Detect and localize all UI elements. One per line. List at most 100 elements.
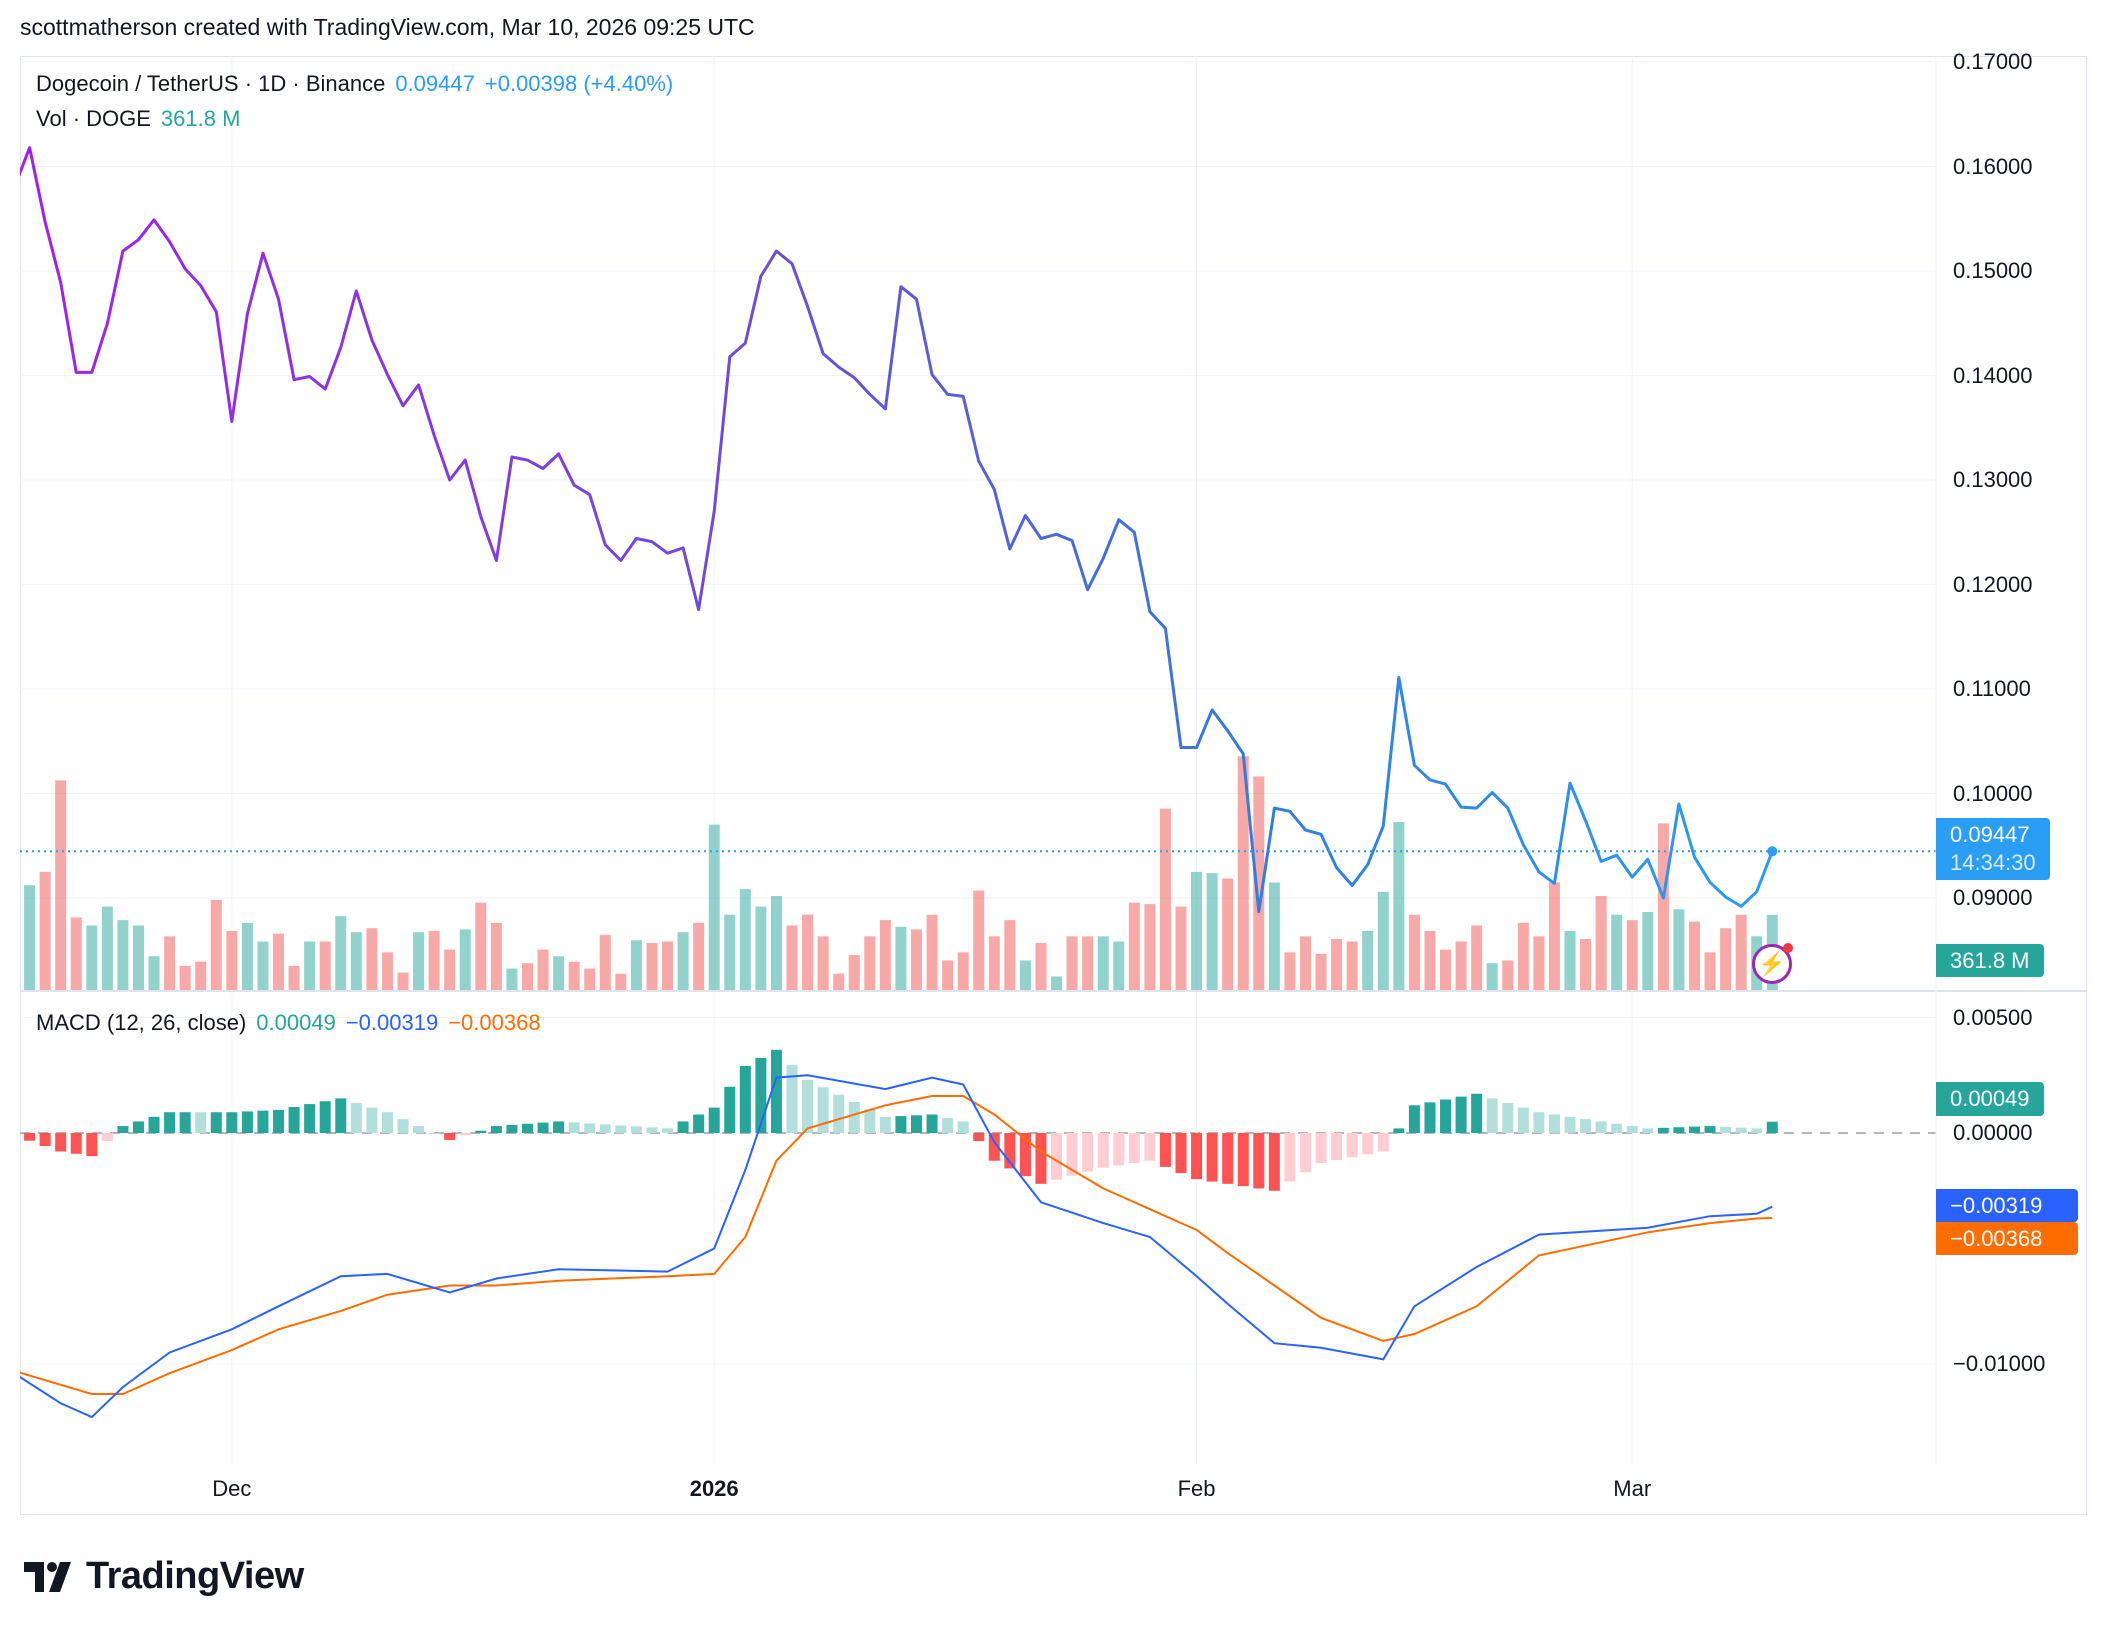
macd-histogram-bar [475,1130,487,1133]
chart-frame [20,56,2087,1515]
macd-histogram-bar [1113,1133,1125,1166]
macd-histogram-bar [910,1115,922,1133]
volume-bar [739,889,751,990]
volume-bar [1082,936,1094,990]
macd-histogram-bar [1346,1133,1358,1158]
price-tick-label: 0.15000 [1953,258,2033,283]
macd-histogram-bar [1642,1128,1654,1133]
macd-histogram-bar [1626,1126,1638,1133]
macd-histogram-bar [1611,1123,1623,1133]
macd-histogram-bar [1159,1133,1171,1167]
volume-bar [770,895,782,990]
macd-histogram-bar [1377,1133,1389,1152]
tradingview-logo[interactable]: TradingView [24,1555,304,1598]
macd-line-value: −0.00319 [345,1010,439,1035]
volume-bar [1159,808,1171,990]
volume-bar [895,926,907,990]
macd-histogram-bar [1720,1126,1732,1133]
current-price: 0.09447 [1950,822,2030,847]
grid-lines [20,56,1936,1465]
macd-histogram-bar [802,1079,814,1133]
macd-tick-label: 0.00000 [1953,1120,2033,1145]
volume-bar [210,899,222,990]
volume-bar [1688,921,1700,990]
macd-histogram-bar [366,1107,378,1133]
volume-bar [1113,941,1125,990]
volume-bar [802,914,814,990]
macd-histogram-bar [1284,1133,1296,1182]
macd-histogram-bar [864,1109,876,1133]
symbol-title[interactable]: Dogecoin / TetherUS · 1D · Binance [36,71,386,96]
signal-badge: −0.00368 [1936,1222,2078,1255]
volume-bar [662,941,674,990]
volume-bar [257,941,269,990]
macd-line [20,1074,1773,1419]
macd-histogram-bar [833,1094,845,1133]
macd-histogram-bar [164,1112,176,1133]
volume-bar [1268,882,1280,990]
macd-histogram-bar [1051,1133,1063,1180]
volume-bar [1128,902,1140,990]
macd-histogram-bar [770,1049,782,1133]
volume-bar [459,929,471,990]
macd-title[interactable]: MACD (12, 26, close) [36,1010,247,1035]
volume-bar [1720,928,1732,990]
macd-histogram-bar [413,1126,425,1133]
time-tick-label: Mar [1613,1476,1652,1501]
macd-histogram-bar [1175,1133,1187,1174]
macd-histogram-bar [506,1124,518,1133]
volume-bar [553,956,565,990]
macd-histogram-bar [1533,1112,1545,1133]
macd-tick-label: −0.01000 [1953,1351,2046,1376]
volume-bar [942,960,954,990]
macd-signal-value: −0.00368 [448,1010,541,1035]
macd-histogram-bar [195,1112,207,1133]
volume-bar [413,932,425,990]
macd-histogram-bar [1424,1102,1436,1133]
last-price: 0.09447 [395,71,475,96]
macd-histogram-bar [1035,1133,1047,1184]
macd-histogram-bar [9,1133,20,1135]
volume-bar [1642,912,1654,990]
macd-histogram-bar [1486,1098,1498,1133]
macd-histogram-bar [226,1112,238,1133]
macd-histogram-bar [350,1102,362,1133]
price-tick-label: 0.16000 [1953,153,2033,179]
macd-histogram-bar [1595,1121,1607,1133]
macd-histogram-bar [1362,1133,1374,1155]
macd-histogram-bar [210,1112,222,1133]
volume-bar [910,929,922,990]
macd-histogram-bar [1019,1133,1031,1177]
volume-bar [304,941,316,990]
volume-bars [24,756,1778,990]
macd-badge: −0.00319 [1936,1189,2078,1222]
volume-bar [1315,953,1327,990]
macd-histogram-bar [1331,1133,1343,1161]
volume-bar [1237,756,1249,990]
macd-histogram-bar [553,1121,565,1133]
volume-bar [132,925,144,990]
macd-tick-label: 0.00500 [1953,1004,2033,1030]
macd-histogram-bar [646,1127,658,1133]
macd-histogram-bar [755,1057,767,1133]
volume-title[interactable]: Vol · DOGE [36,106,151,131]
macd-histogram-bar [942,1117,954,1133]
hist-badge: 0.00049 [1936,1082,2044,1116]
macd-histogram-bar [1268,1133,1280,1191]
macd-histogram-bar [459,1133,471,1136]
price-series [20,146,1936,914]
time-tick-label: 2026 [689,1476,739,1501]
volume-bar [1066,936,1078,990]
volume-bar [1657,823,1669,990]
volume-bar [1533,936,1545,990]
volume-bar [490,922,502,990]
macd-histogram-bar [444,1133,456,1140]
lightning-icon[interactable]: ⚡ [1752,943,1793,984]
volume-bar [615,973,627,990]
volume-bar [117,920,129,990]
macd-histogram-bar [988,1133,1000,1161]
volume-bar [1377,891,1389,990]
volume-bar [1471,925,1483,990]
volume-bar [39,871,51,990]
